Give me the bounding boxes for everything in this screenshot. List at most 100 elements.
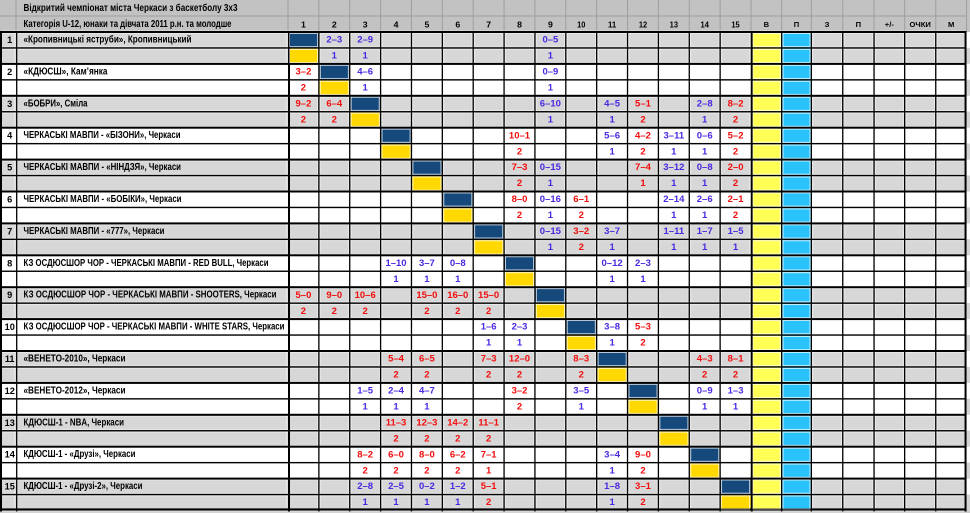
svg-text:11: 11 (608, 20, 616, 30)
svg-text:8–3: 8–3 (573, 354, 589, 365)
svg-text:5: 5 (7, 163, 12, 173)
svg-text:5–0: 5–0 (296, 290, 312, 301)
svg-text:4–6: 4–6 (357, 67, 373, 78)
svg-text:14: 14 (5, 450, 16, 460)
svg-text:«Кропивницькі яструби», Кропив: «Кропивницькі яструби», Кропивницький (24, 34, 192, 46)
svg-text:1: 1 (393, 274, 399, 285)
svg-text:1: 1 (733, 401, 739, 412)
svg-text:7–1: 7–1 (481, 449, 498, 460)
svg-text:12: 12 (5, 386, 15, 396)
svg-text:1: 1 (7, 35, 12, 45)
svg-text:9–0: 9–0 (635, 449, 651, 460)
svg-text:6: 6 (7, 195, 12, 205)
svg-text:1: 1 (548, 82, 554, 93)
svg-text:6–1: 6–1 (573, 194, 590, 205)
svg-text:5–6: 5–6 (604, 130, 620, 141)
svg-text:Відкритий чемпіонат міста Черк: Відкритий чемпіонат міста Черкаси з баск… (24, 2, 238, 14)
svg-text:КДЮСШ-1 - «Друзі», Черкаси: КДЮСШ-1 - «Друзі», Черкаси (24, 449, 136, 460)
svg-text:10: 10 (577, 20, 585, 30)
svg-text:2: 2 (7, 67, 12, 77)
svg-text:6–5: 6–5 (419, 354, 436, 365)
svg-text:9: 9 (548, 20, 553, 30)
svg-text:2: 2 (301, 306, 306, 317)
svg-text:0–12: 0–12 (602, 258, 623, 269)
svg-text:2: 2 (424, 306, 429, 317)
svg-text:П: П (794, 20, 799, 29)
svg-text:1–7: 1–7 (697, 226, 713, 237)
svg-text:КЗ ОСДЮСШОР ЧОР - ЧЕРКАСЬКІ МА: КЗ ОСДЮСШОР ЧОР - ЧЕРКАСЬКІ МАВПИ - RED … (24, 258, 269, 269)
svg-text:2: 2 (640, 114, 645, 125)
svg-text:3–2: 3–2 (573, 226, 589, 237)
svg-text:В: В (764, 20, 770, 29)
svg-text:«КДЮСШ», Кам’янка: «КДЮСШ», Кам’янка (24, 66, 108, 77)
svg-text:0–15: 0–15 (540, 162, 562, 173)
svg-text:«ВЕНЕТО-2012», Черкаси: «ВЕНЕТО-2012», Черкаси (24, 385, 126, 396)
svg-text:1: 1 (609, 242, 615, 253)
svg-text:1: 1 (393, 401, 399, 412)
svg-text:1: 1 (702, 401, 708, 412)
svg-text:3–7: 3–7 (419, 258, 435, 269)
svg-text:2: 2 (517, 370, 522, 381)
svg-text:1–2: 1–2 (450, 481, 466, 492)
svg-text:1: 1 (301, 20, 306, 30)
svg-text:5–4: 5–4 (388, 354, 405, 365)
svg-text:1: 1 (548, 210, 554, 221)
svg-text:2–6: 2–6 (697, 194, 713, 205)
svg-text:+/-: +/- (885, 20, 895, 29)
svg-text:2: 2 (332, 306, 337, 317)
svg-text:5–3: 5–3 (635, 322, 651, 333)
svg-text:1: 1 (609, 274, 615, 285)
svg-text:6–10: 6–10 (540, 98, 561, 109)
svg-text:12–3: 12–3 (416, 417, 437, 428)
svg-text:2: 2 (424, 465, 429, 476)
svg-text:0–8: 0–8 (450, 258, 466, 269)
svg-text:2: 2 (424, 370, 429, 381)
svg-text:5–1: 5–1 (635, 98, 652, 109)
svg-text:10: 10 (5, 322, 15, 332)
svg-text:1: 1 (609, 146, 615, 157)
svg-text:6–4: 6–4 (326, 98, 343, 109)
svg-text:КДЮСШ-1 - NBA, Черкаси: КДЮСШ-1 - NBA, Черкаси (24, 417, 125, 428)
svg-text:0–5: 0–5 (542, 35, 559, 46)
svg-text:2: 2 (733, 114, 738, 125)
svg-text:0–9: 0–9 (697, 386, 713, 397)
svg-text:2: 2 (517, 210, 522, 221)
svg-text:10–1: 10–1 (509, 130, 531, 141)
svg-text:2–3: 2–3 (326, 35, 342, 46)
svg-text:8–0: 8–0 (512, 194, 528, 205)
svg-text:КДЮСШ-1 - «Друзі-2», Черкаси: КДЮСШ-1 - «Друзі-2», Черкаси (24, 481, 143, 492)
svg-text:2: 2 (579, 210, 584, 221)
svg-text:1–11: 1–11 (664, 226, 685, 237)
svg-text:2: 2 (640, 465, 645, 476)
svg-text:1: 1 (640, 274, 646, 285)
svg-text:1: 1 (609, 497, 615, 508)
svg-text:11: 11 (5, 354, 15, 364)
svg-text:2: 2 (579, 242, 584, 253)
svg-text:4–2: 4–2 (635, 130, 651, 141)
svg-text:1: 1 (609, 114, 615, 125)
svg-text:1: 1 (455, 497, 461, 508)
svg-text:15–0: 15–0 (478, 290, 499, 301)
svg-text:2: 2 (455, 465, 460, 476)
svg-text:1: 1 (579, 401, 585, 412)
svg-text:3–5: 3–5 (573, 386, 590, 397)
svg-text:5–2: 5–2 (728, 130, 744, 141)
svg-text:2–14: 2–14 (663, 194, 685, 205)
svg-text:3–8: 3–8 (604, 322, 620, 333)
svg-text:2: 2 (363, 306, 368, 317)
svg-text:М: М (948, 20, 954, 29)
svg-text:1: 1 (671, 178, 677, 189)
svg-text:1: 1 (671, 210, 677, 221)
svg-text:6: 6 (455, 20, 460, 30)
svg-text:15: 15 (731, 20, 739, 30)
svg-text:1: 1 (455, 274, 461, 285)
svg-text:8: 8 (517, 20, 522, 30)
svg-text:КЗ ОСДЮСШОР ЧОР - ЧЕРКАСЬКІ МА: КЗ ОСДЮСШОР ЧОР - ЧЕРКАСЬКІ МАВПИ - SHOO… (24, 290, 277, 301)
svg-text:2–1: 2–1 (728, 194, 745, 205)
svg-text:3: 3 (7, 99, 12, 109)
svg-text:3–12: 3–12 (663, 162, 684, 173)
svg-text:2–3: 2–3 (635, 258, 651, 269)
svg-text:1: 1 (486, 338, 492, 349)
svg-text:0–6: 0–6 (697, 130, 713, 141)
svg-text:1: 1 (609, 465, 615, 476)
